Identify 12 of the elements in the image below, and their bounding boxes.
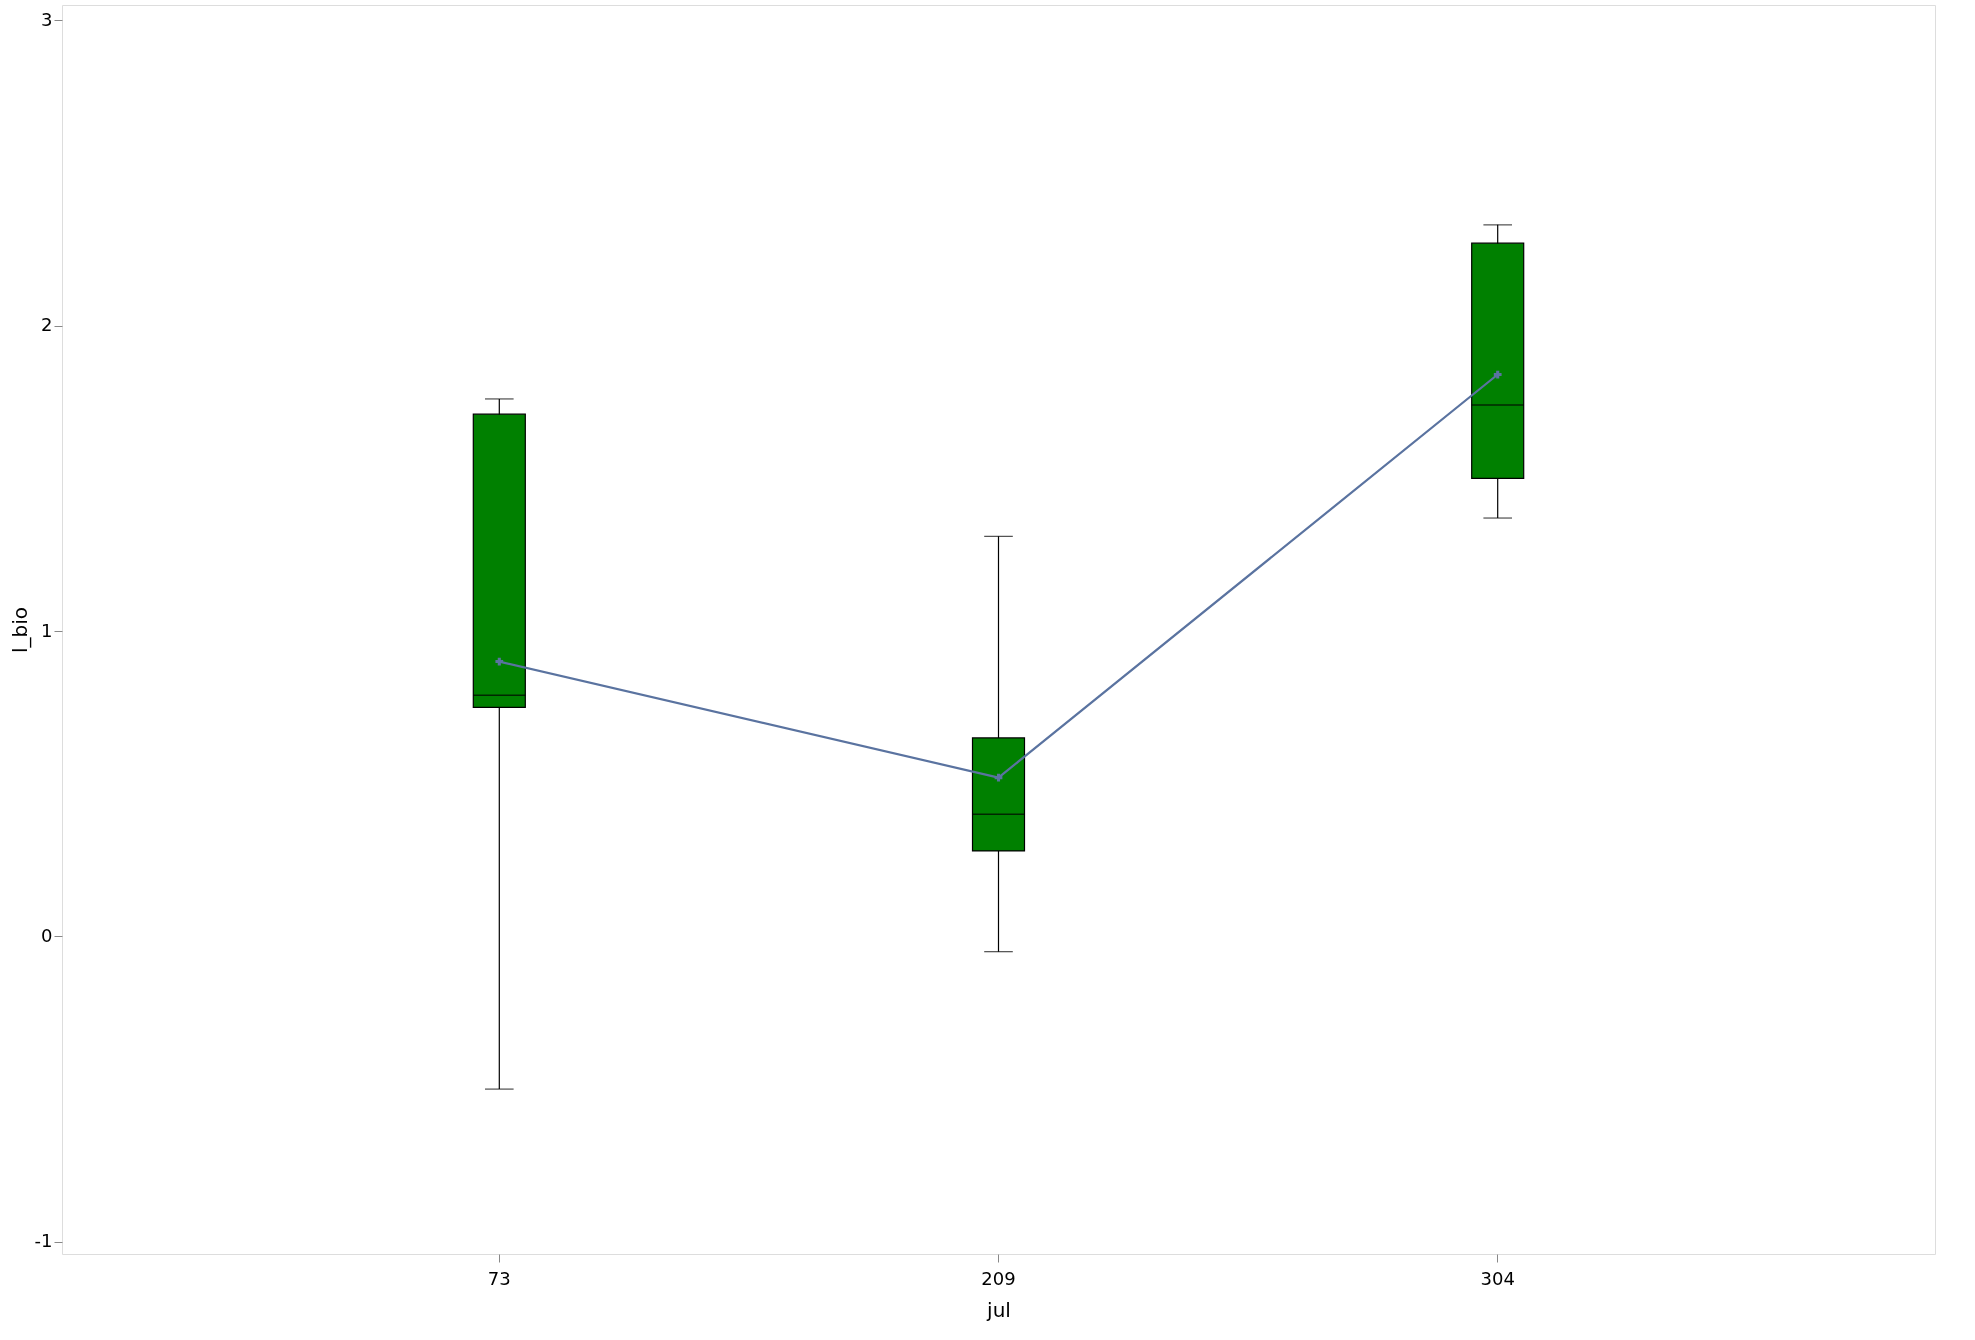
y-tick-label: 2 bbox=[41, 314, 53, 336]
x-tick-label: 304 bbox=[1480, 1267, 1515, 1289]
y-tick-label: 3 bbox=[41, 8, 53, 30]
x-axis-title: jul bbox=[986, 1297, 1011, 1322]
y-axis-title: l_bio bbox=[7, 606, 32, 654]
y-tick-label: 0 bbox=[41, 924, 53, 946]
x-tick-label: 73 bbox=[487, 1267, 511, 1289]
point bbox=[495, 657, 504, 666]
point bbox=[1493, 370, 1502, 379]
y-tick-label: 1 bbox=[41, 619, 53, 641]
y-tick-label: -1 bbox=[34, 1230, 53, 1252]
x-tick-label: 209 bbox=[981, 1267, 1016, 1289]
